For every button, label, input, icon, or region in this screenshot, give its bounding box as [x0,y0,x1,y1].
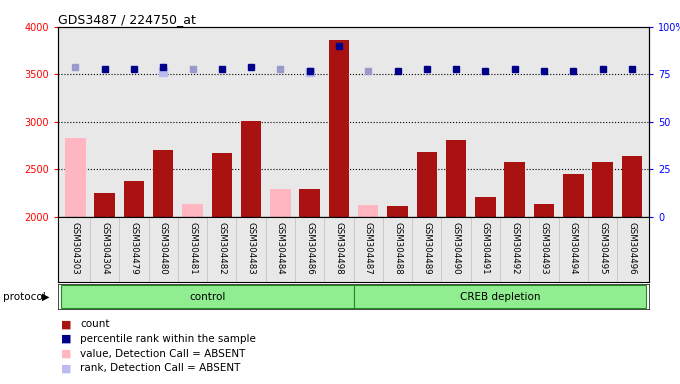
Bar [328,40,350,217]
Text: GSM304494: GSM304494 [568,222,578,275]
Text: ▶: ▶ [42,291,50,302]
Text: GSM304489: GSM304489 [422,222,431,275]
Text: GSM304496: GSM304496 [628,222,636,275]
Text: GSM304495: GSM304495 [598,222,607,275]
Bar [299,189,320,217]
Text: GDS3487 / 224750_at: GDS3487 / 224750_at [58,13,196,26]
Text: ■: ■ [61,349,71,359]
Bar [124,181,144,217]
Text: ■: ■ [61,334,71,344]
Bar [211,153,232,217]
Text: GSM304488: GSM304488 [393,222,402,275]
Bar [270,189,290,217]
Bar [505,162,525,217]
Bar [534,204,554,217]
Bar [417,152,437,217]
Text: GSM304498: GSM304498 [335,222,343,275]
Bar [446,140,466,217]
Bar [61,285,354,308]
Bar [563,174,583,217]
Bar [182,204,203,217]
Bar [241,121,261,217]
Bar [354,285,647,308]
Text: GSM304490: GSM304490 [452,222,460,275]
Text: protocol: protocol [3,291,46,302]
Text: GSM304479: GSM304479 [129,222,139,275]
Text: GSM304484: GSM304484 [276,222,285,275]
Text: GSM304491: GSM304491 [481,222,490,275]
Bar [592,162,613,217]
Text: GSM304493: GSM304493 [539,222,549,275]
Bar [95,193,115,217]
Text: GSM304487: GSM304487 [364,222,373,275]
Bar [475,197,496,217]
Text: ■: ■ [61,319,71,329]
Text: control: control [189,291,225,302]
Text: GSM304482: GSM304482 [218,222,226,275]
Text: GSM304492: GSM304492 [510,222,519,275]
Bar [388,205,408,217]
Text: GSM304486: GSM304486 [305,222,314,275]
Text: GSM304304: GSM304304 [100,222,109,275]
Text: GSM304481: GSM304481 [188,222,197,275]
Text: GSM304480: GSM304480 [158,222,168,275]
Text: GSM304303: GSM304303 [71,222,80,275]
Text: CREB depletion: CREB depletion [460,291,541,302]
Text: count: count [80,319,109,329]
Text: ■: ■ [61,363,71,373]
Text: GSM304483: GSM304483 [247,222,256,275]
Bar [153,151,173,217]
Bar [622,156,642,217]
Bar [65,138,86,217]
Text: value, Detection Call = ABSENT: value, Detection Call = ABSENT [80,349,245,359]
Text: percentile rank within the sample: percentile rank within the sample [80,334,256,344]
Text: rank, Detection Call = ABSENT: rank, Detection Call = ABSENT [80,363,241,373]
Bar [358,205,379,217]
